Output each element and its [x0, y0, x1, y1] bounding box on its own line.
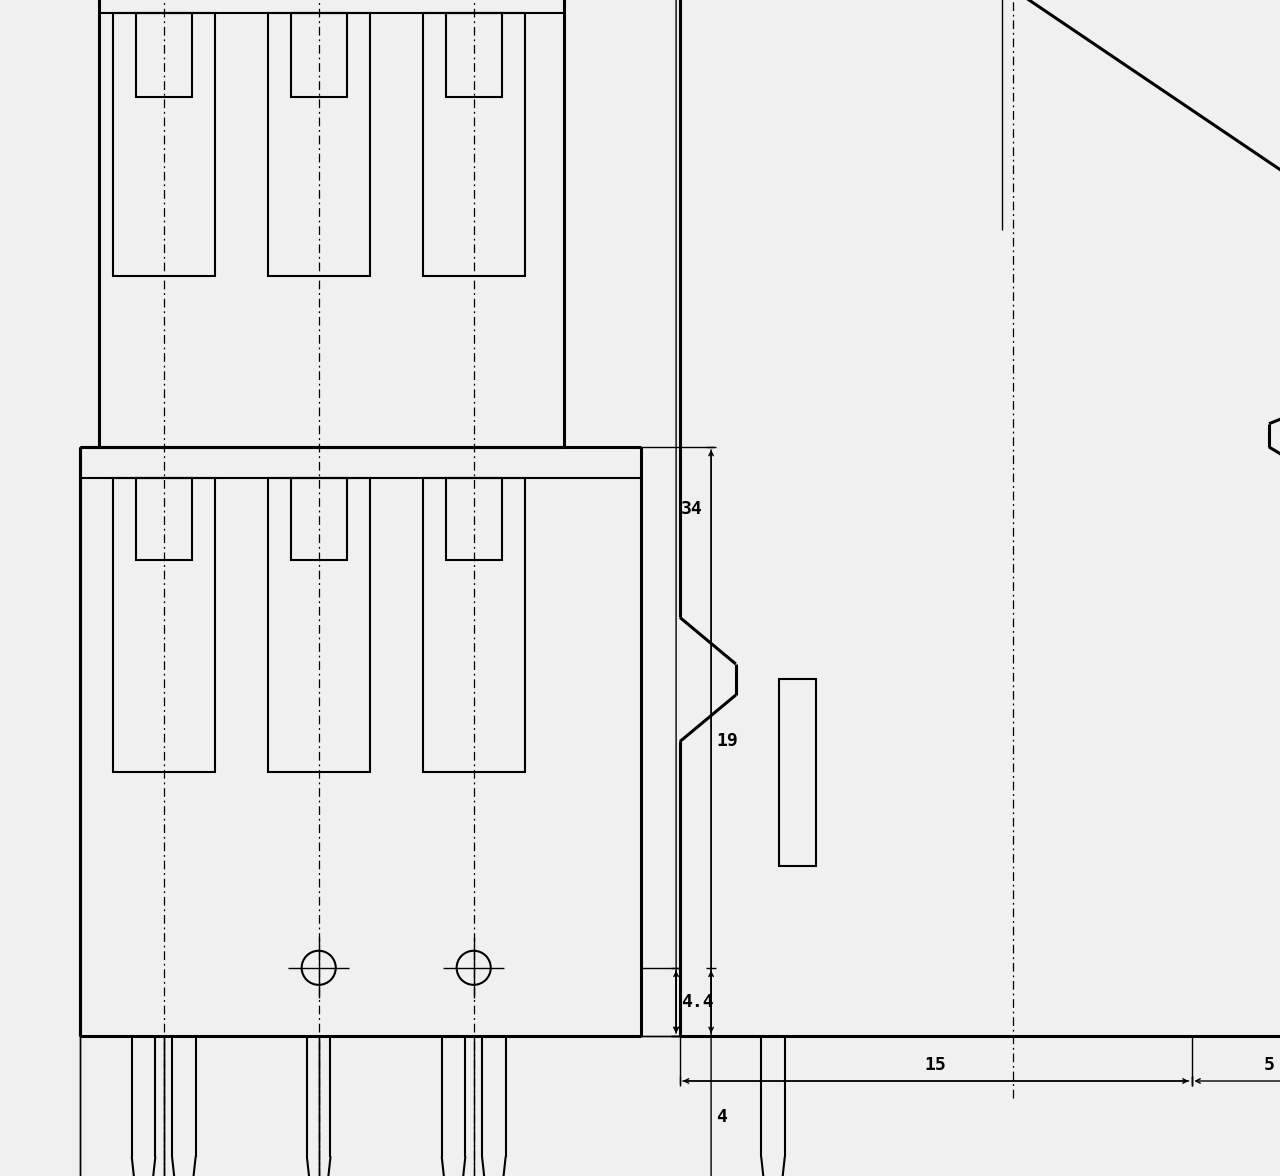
Bar: [422, 13, 525, 276]
Bar: [113, 13, 215, 276]
Text: 4: 4: [716, 1108, 727, 1125]
Bar: [445, 477, 502, 561]
Bar: [113, 477, 215, 773]
Bar: [422, 477, 525, 773]
Bar: [268, 13, 370, 276]
Bar: [780, 680, 817, 866]
Text: 15: 15: [925, 1056, 947, 1074]
Text: 34: 34: [681, 500, 703, 517]
Text: 19: 19: [716, 733, 737, 750]
Bar: [268, 477, 370, 773]
Bar: [136, 477, 192, 561]
Bar: [445, 13, 502, 98]
Bar: [291, 477, 347, 561]
Bar: [136, 13, 192, 98]
Text: 5: 5: [1263, 1056, 1275, 1074]
Bar: [291, 13, 347, 98]
Text: 4.4: 4.4: [681, 993, 714, 1011]
